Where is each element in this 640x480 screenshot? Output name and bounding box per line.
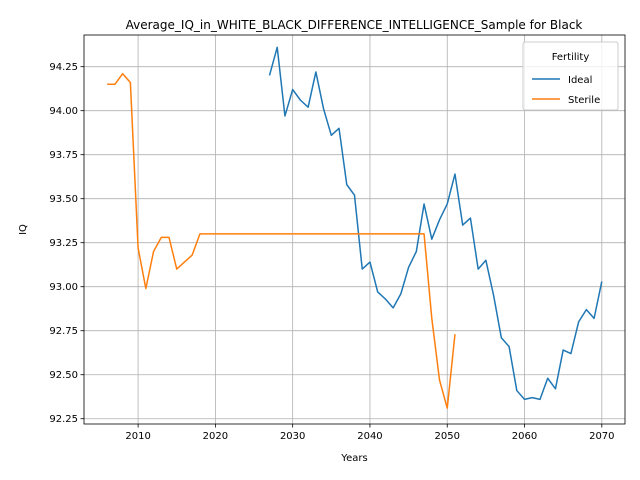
legend: Fertility Ideal Sterile — [522, 41, 619, 111]
y-tick-label: 93.50 — [49, 194, 78, 205]
y-tick-label: 93.75 — [49, 150, 78, 161]
x-tick-label: 2040 — [357, 431, 382, 442]
series-line-sterile — [107, 72, 456, 409]
y-tick-label: 92.25 — [49, 414, 78, 425]
y-tick-label: 94.25 — [49, 62, 78, 73]
x-tick-label: 2070 — [589, 431, 614, 442]
y-tick-label: 93.25 — [49, 238, 78, 249]
plot-frame — [83, 34, 626, 425]
legend-label-ideal: Ideal — [568, 75, 592, 86]
series-lines — [107, 46, 603, 409]
x-tick-label: 2050 — [435, 431, 460, 442]
gridlines — [84, 35, 625, 424]
x-tick-label: 2030 — [280, 431, 305, 442]
axis-ticks: 2010 2020 2030 2040 2050 2060 2070 92.25 92.50 92… — [49, 62, 614, 442]
y-tick-label: 94.00 — [49, 106, 78, 117]
x-tick-label: 2020 — [203, 431, 228, 442]
y-tick-label: 93.00 — [49, 282, 78, 293]
x-axis-label: Years — [340, 453, 367, 464]
legend-title: Fertility — [552, 52, 590, 63]
x-tick-label: 2060 — [512, 431, 537, 442]
legend-box — [522, 41, 619, 111]
chart-title: Average_IQ_in_WHITE_BLACK_DIFFERENCE_INT… — [126, 18, 583, 32]
y-tick-label: 92.75 — [49, 326, 78, 337]
y-axis-label: IQ — [18, 224, 29, 235]
y-tick-label: 92.50 — [49, 370, 78, 381]
series-line-ideal — [268, 46, 603, 401]
legend-items: Ideal Sterile — [532, 75, 600, 106]
legend-label-sterile: Sterile — [568, 95, 600, 106]
x-tick-label: 2010 — [125, 431, 150, 442]
